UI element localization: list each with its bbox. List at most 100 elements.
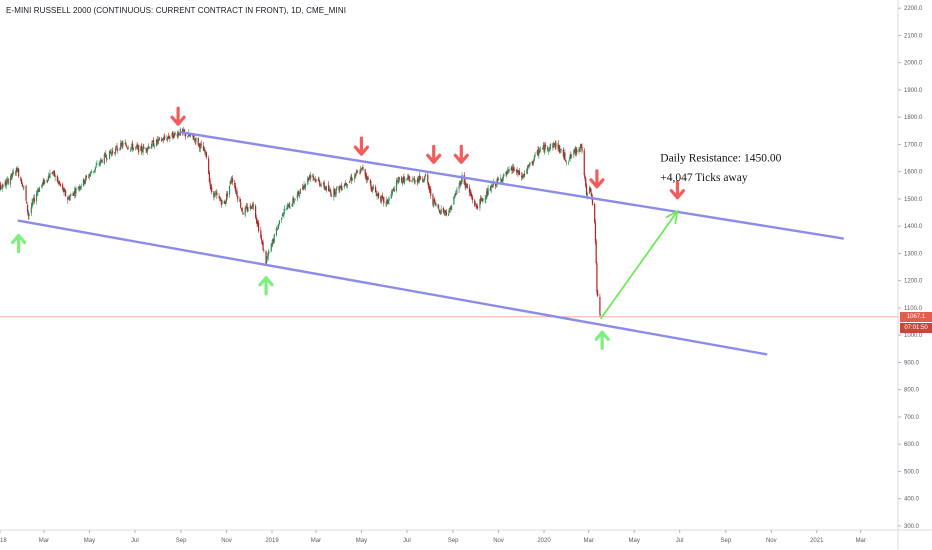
candle-body: [392, 189, 394, 192]
upper-channel-line[interactable]: [179, 130, 845, 240]
candle-body: [470, 193, 472, 196]
candle-body: [167, 137, 169, 140]
candle-body: [94, 167, 96, 170]
candle-body: [221, 200, 223, 204]
candle-body: [73, 190, 76, 196]
candle-body: [174, 133, 176, 135]
candle-body: [505, 171, 507, 175]
candle-body: [419, 176, 421, 180]
candle-body: [69, 196, 71, 201]
candle-body: [100, 159, 102, 164]
candle-body: [120, 142, 122, 149]
x-tick-label: Sep: [176, 538, 187, 544]
candle-body: [335, 188, 337, 195]
y-tick-label: 500.0: [904, 469, 920, 475]
candle-body: [465, 182, 467, 187]
candle-body: [41, 183, 44, 186]
candle-body: [500, 178, 502, 181]
candle-body: [179, 134, 181, 135]
candle-body: [569, 154, 571, 160]
candle-body: [367, 177, 369, 180]
candle-body: [490, 185, 492, 192]
candle-body: [4, 181, 6, 187]
candle-body: [30, 207, 32, 214]
candlestick-series: [0, 126, 602, 317]
candle-body: [115, 146, 117, 148]
candle-body: [344, 183, 346, 186]
candle-body: [140, 145, 143, 152]
candle-body: [471, 197, 474, 201]
candle-body: [503, 173, 505, 177]
y-tick-label: 600.0: [904, 442, 920, 448]
candle-body: [9, 178, 12, 185]
candle-body: [100, 159, 102, 161]
candle-body: [255, 217, 257, 220]
candle-body: [568, 161, 570, 163]
projection-arrow-line[interactable]: [599, 210, 679, 320]
x-tick-label: May: [629, 538, 640, 544]
candle-body: [443, 211, 445, 214]
candle-body: [26, 204, 29, 213]
candle-body: [70, 194, 72, 197]
x-tick-label: Sep: [721, 538, 732, 544]
candle-body: [552, 143, 554, 148]
candle-body: [251, 207, 253, 209]
candle-body: [349, 179, 351, 181]
candle-body: [528, 165, 530, 167]
candle-body: [374, 187, 377, 193]
candle-body: [53, 170, 56, 177]
candle-body: [527, 165, 529, 167]
candle-body: [181, 129, 184, 132]
candle-body: [61, 184, 64, 189]
candle-body: [413, 178, 415, 180]
candle-body: [502, 176, 504, 182]
candle-body: [309, 175, 311, 178]
candle-body: [494, 182, 497, 186]
y-tick-label: 1100.0: [904, 306, 923, 312]
candle-body: [381, 195, 383, 198]
candle-body: [418, 179, 420, 181]
candle-body: [550, 144, 552, 146]
candle-body: [435, 203, 437, 206]
candle-body: [240, 202, 242, 208]
candle-body: [0, 188, 3, 189]
candle-body: [193, 138, 196, 140]
candle-body: [90, 171, 92, 174]
x-tick-label: Mar: [584, 538, 594, 544]
candle-body: [585, 185, 588, 195]
candle-body: [7, 179, 9, 184]
candle-body: [453, 196, 456, 199]
candle-body: [538, 150, 540, 156]
candle-body: [364, 169, 366, 176]
candle-body: [270, 243, 272, 252]
candle-body: [554, 144, 556, 148]
candle-body: [28, 213, 30, 216]
candle-body: [404, 178, 406, 183]
candle-body: [448, 214, 450, 216]
candle-body: [536, 150, 538, 154]
candle-body: [236, 191, 238, 197]
candle-body: [360, 168, 362, 174]
candle-body: [339, 186, 341, 190]
candle-body: [284, 208, 286, 212]
candle-body: [330, 191, 332, 196]
candle-body: [547, 147, 549, 150]
candle-body: [48, 176, 50, 178]
candle-body: [101, 160, 103, 163]
candle-body: [471, 195, 473, 198]
candle-body: [594, 222, 597, 242]
candle-body: [356, 171, 358, 173]
candle-body: [257, 223, 260, 232]
candle-body: [537, 149, 539, 156]
candle-body: [152, 141, 154, 142]
candle-body: [103, 154, 105, 164]
candle-body: [563, 153, 565, 158]
lower-channel-line[interactable]: [17, 219, 768, 356]
candle-body: [581, 146, 583, 152]
candle-body: [458, 185, 460, 190]
x-tick-label: Jul: [131, 538, 139, 544]
candle-body: [57, 180, 59, 182]
candle-body: [226, 192, 228, 197]
candle-body: [372, 187, 374, 192]
